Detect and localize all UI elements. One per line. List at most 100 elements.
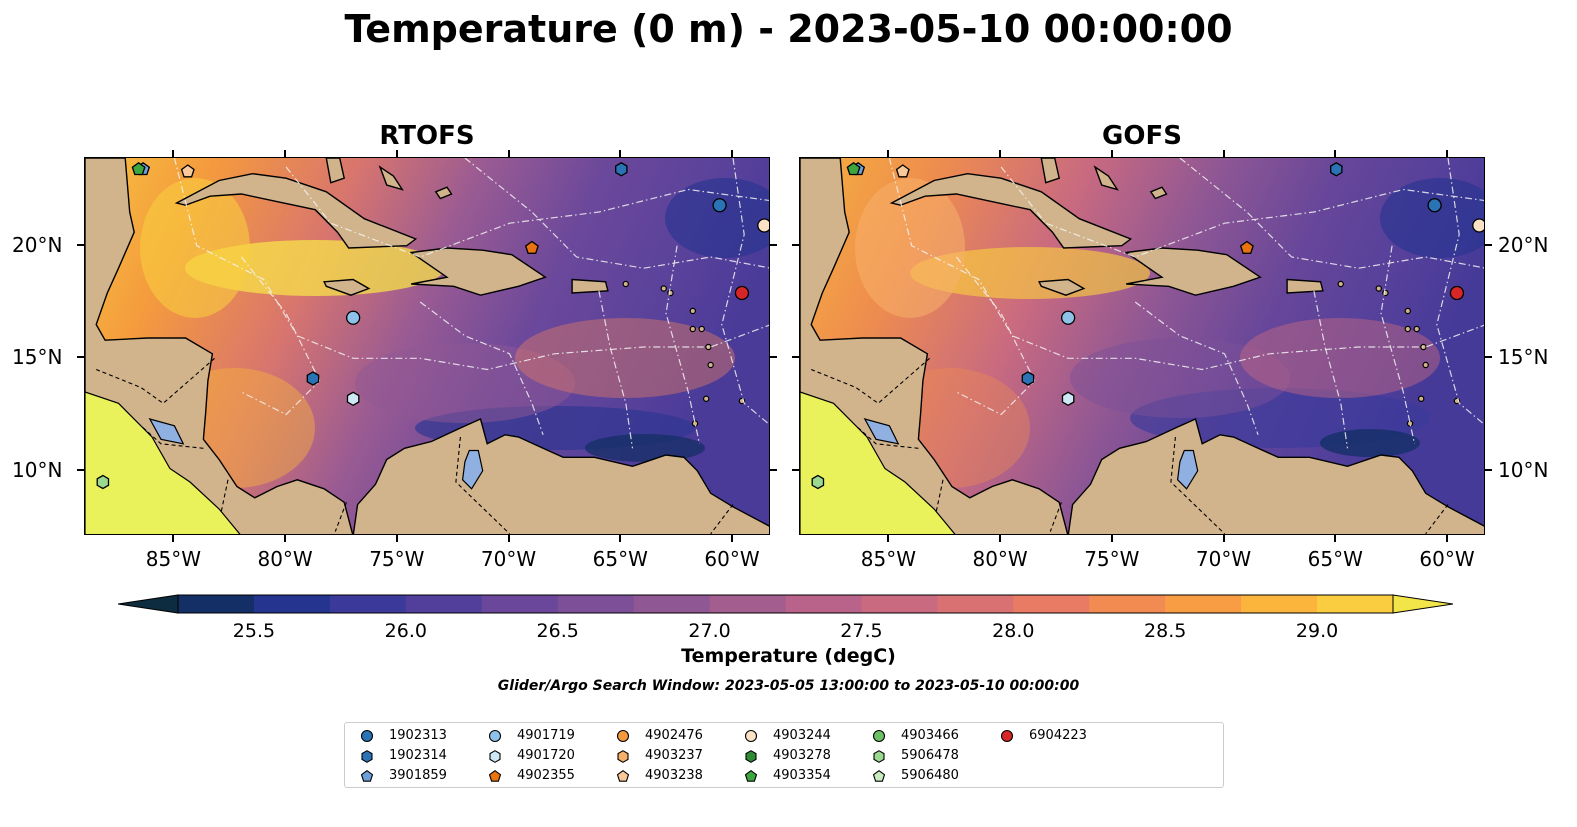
- float-marker-1902313[interactable]: [1427, 198, 1442, 213]
- legend-label: 4901720: [517, 748, 575, 763]
- small-island: [707, 361, 714, 369]
- temperature-patch: [585, 434, 705, 462]
- small-island: [689, 307, 696, 315]
- float-marker-4903244[interactable]: [1472, 218, 1485, 233]
- small-island: [1413, 325, 1420, 333]
- x-tick-mark: [999, 150, 1002, 157]
- float-marker-1902313[interactable]: [712, 198, 727, 213]
- land-mass: [434, 186, 453, 200]
- eez-boundary: [1000, 166, 1484, 258]
- y-tick-mark: [792, 468, 799, 471]
- float-marker-1902314[interactable]: [1330, 162, 1343, 177]
- y-tick-mark: [770, 243, 777, 246]
- land-mass: [889, 172, 1133, 249]
- country-border: [95, 357, 215, 404]
- eez-boundary: [464, 158, 769, 269]
- country-border: [855, 425, 919, 449]
- y-tick-mark: [77, 243, 84, 246]
- x-tick-mark: [1334, 150, 1337, 157]
- colorbar-segment: [1165, 595, 1242, 613]
- eez-boundary: [721, 158, 769, 425]
- y-tick-label: 10°N: [1498, 457, 1549, 482]
- float-marker-4903354[interactable]: [846, 162, 861, 176]
- small-island: [622, 280, 629, 288]
- colorbar-tick-label: 27.0: [688, 620, 731, 642]
- eez-boundary: [1436, 158, 1484, 425]
- float-marker-4901719[interactable]: [345, 310, 361, 325]
- colorbar-segment: [1241, 595, 1318, 613]
- colorbar-segment: [557, 595, 635, 613]
- pentagon-marker-icon: [745, 770, 758, 782]
- x-tick-label: 85°W: [145, 547, 201, 571]
- float-marker-4902355[interactable]: [1239, 240, 1254, 254]
- float-marker-1902314[interactable]: [1021, 371, 1035, 386]
- circle-marker-icon: [489, 729, 502, 743]
- x-tick-label: 60°W: [704, 547, 760, 571]
- x-tick-label: 80°W: [257, 547, 313, 571]
- float-marker-4902355[interactable]: [524, 240, 539, 254]
- x-tick-label: 85°W: [860, 547, 916, 571]
- y-tick-mark: [792, 243, 799, 246]
- small-island: [1404, 307, 1411, 315]
- x-tick-mark: [1446, 150, 1448, 157]
- float-marker-4901719[interactable]: [1060, 310, 1076, 325]
- float-marker-4903244[interactable]: [757, 218, 770, 233]
- legend-label: 4903354: [773, 768, 831, 783]
- colorbar-segment: [1013, 595, 1090, 613]
- map-svg-gofs: [800, 158, 1485, 534]
- temperature-patch: [910, 247, 1150, 299]
- country-border: [810, 357, 930, 404]
- small-island: [1422, 361, 1429, 369]
- map-panel-rtofs[interactable]: [84, 157, 770, 535]
- float-marker-4903238[interactable]: [180, 164, 195, 178]
- country-border: [220, 479, 229, 512]
- pentagon-marker-icon: [489, 770, 502, 782]
- pacific-ocean: [800, 391, 956, 534]
- colorbar-segment: [861, 595, 938, 613]
- y-tick-label: 10°N: [12, 457, 63, 482]
- float-marker-4901720[interactable]: [346, 391, 360, 407]
- country-border: [334, 502, 347, 532]
- x-tick-mark: [1334, 535, 1337, 542]
- temperature-patch: [665, 178, 769, 258]
- pentagon-marker-icon: [361, 770, 374, 782]
- lake: [461, 449, 484, 490]
- float-marker-1902314[interactable]: [615, 162, 628, 177]
- x-tick-mark: [1222, 150, 1225, 157]
- small-island: [1420, 343, 1427, 351]
- land-mass: [1038, 278, 1086, 296]
- temperature-patch: [1380, 178, 1484, 258]
- x-tick-mark: [887, 535, 890, 542]
- country-border: [455, 436, 510, 534]
- legend-label: 1902313: [389, 728, 447, 743]
- float-marker-5906478[interactable]: [96, 474, 110, 490]
- float-marker-6904223[interactable]: [734, 285, 750, 301]
- eez-boundary: [1179, 158, 1484, 269]
- float-marker-4901720[interactable]: [1061, 391, 1075, 407]
- float-marker-4903238[interactable]: [895, 164, 910, 178]
- legend-label: 4902476: [645, 728, 703, 743]
- country-border: [710, 504, 734, 534]
- map-panel-gofs[interactable]: [799, 157, 1485, 535]
- float-marker-1902314[interactable]: [306, 371, 320, 386]
- float-marker-4903354[interactable]: [131, 162, 146, 176]
- colorbar-frame: [177, 594, 1394, 614]
- temperature-patch: [1320, 429, 1420, 457]
- colorbar-segment: [329, 595, 407, 613]
- colorbar-segment: [1317, 595, 1394, 613]
- x-tick-mark: [999, 535, 1002, 542]
- x-tick-label: 60°W: [1419, 547, 1475, 571]
- temperature-patch: [1240, 318, 1440, 398]
- float-marker-5906478[interactable]: [811, 474, 825, 490]
- legend-label: 4903237: [645, 748, 703, 763]
- temperature-patch: [515, 318, 735, 398]
- x-tick-mark: [284, 535, 287, 542]
- float-marker-6904223[interactable]: [1449, 285, 1465, 301]
- x-tick-mark: [1110, 150, 1113, 157]
- x-tick-mark: [172, 535, 175, 542]
- eez-boundary: [1134, 301, 1259, 436]
- hexagon-marker-icon: [361, 750, 373, 763]
- x-tick-mark: [731, 150, 733, 157]
- eez-boundary: [285, 166, 769, 258]
- pacific-ocean: [85, 391, 241, 534]
